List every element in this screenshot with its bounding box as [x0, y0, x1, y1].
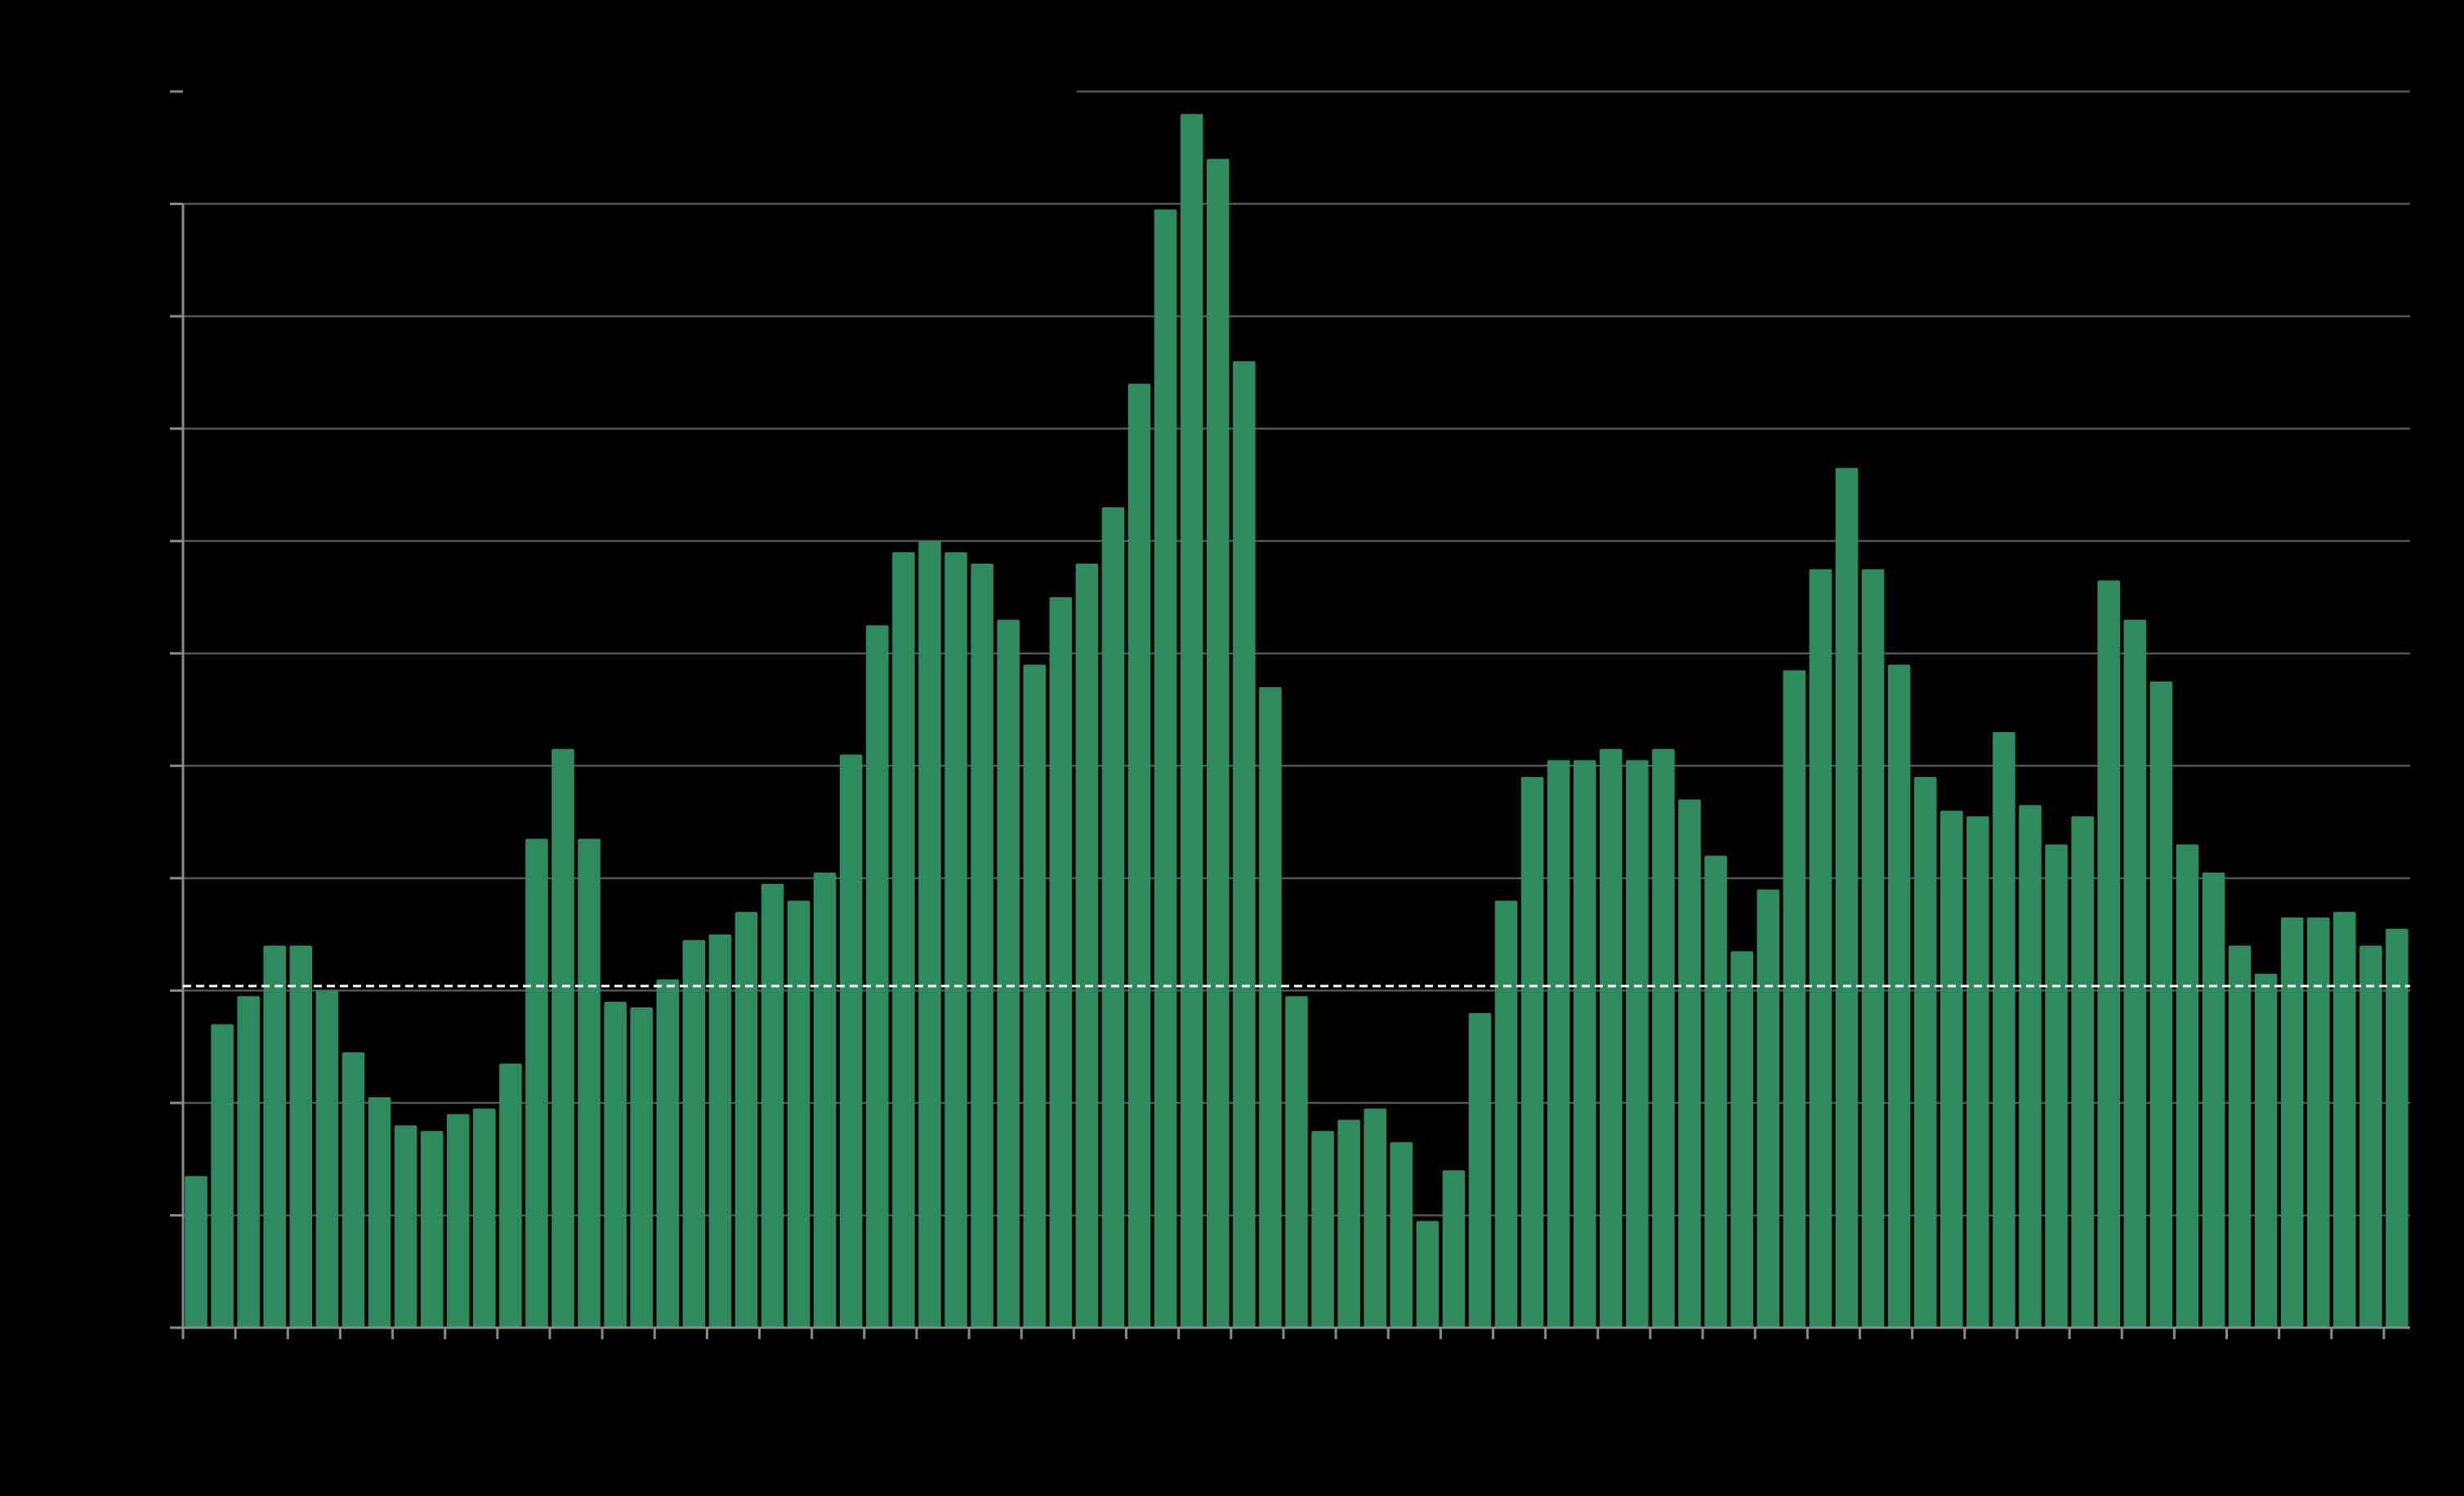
bar [2254, 973, 2278, 1328]
bar [499, 1063, 522, 1328]
bars [185, 114, 2408, 1329]
bar [787, 900, 810, 1328]
bar [1861, 569, 1885, 1328]
bar [1652, 748, 1675, 1328]
axes [170, 90, 2410, 1339]
bar [420, 1131, 444, 1328]
bar [211, 1024, 234, 1328]
bar [971, 563, 993, 1328]
bar [551, 748, 574, 1328]
bar [2228, 945, 2252, 1328]
bar [1573, 760, 1596, 1328]
bar [1075, 563, 1099, 1328]
bar [1913, 777, 1937, 1328]
bar [630, 1007, 654, 1328]
bar [1023, 664, 1047, 1328]
bar [1887, 664, 1911, 1328]
bar [289, 945, 313, 1328]
bar [1600, 748, 1623, 1328]
bar [997, 619, 1020, 1328]
bar [2359, 945, 2382, 1328]
bar [1678, 799, 1701, 1328]
bar [1940, 811, 1963, 1328]
bar [734, 912, 758, 1328]
bar [1154, 209, 1177, 1328]
bar [1993, 732, 2015, 1328]
bar [1127, 383, 1151, 1329]
bar [1442, 1170, 1466, 1328]
bar [1494, 900, 1518, 1328]
bar [2333, 912, 2356, 1328]
bar [1049, 596, 1073, 1328]
bar [394, 1125, 417, 1328]
bar [1285, 996, 1308, 1328]
bar [1233, 361, 1256, 1328]
bar [1626, 760, 1649, 1328]
bar [341, 1052, 365, 1328]
bar [1364, 1108, 1387, 1328]
bar [1390, 1142, 1413, 1328]
bar [1206, 159, 1230, 1329]
bar [1337, 1119, 1360, 1328]
bar [1809, 569, 1832, 1328]
bar [1416, 1221, 1440, 1328]
bar [368, 1097, 391, 1328]
bar [1468, 1012, 1492, 1328]
bar [604, 1002, 627, 1328]
bar [2149, 681, 2173, 1328]
bar [1704, 855, 1727, 1328]
bar [237, 996, 260, 1328]
bar [866, 625, 889, 1328]
bar [1547, 760, 1570, 1328]
bar [2280, 917, 2304, 1328]
bar [944, 552, 967, 1328]
bar [2097, 580, 2120, 1328]
bar [446, 1114, 470, 1328]
bar [2019, 805, 2042, 1328]
bar [473, 1108, 496, 1328]
bar [761, 883, 784, 1328]
bar [578, 838, 600, 1328]
bar [315, 990, 339, 1328]
bar [2306, 917, 2330, 1328]
bar [2071, 816, 2094, 1328]
bar [1756, 889, 1780, 1328]
bar [918, 541, 941, 1328]
bar [525, 838, 548, 1328]
bar [185, 1176, 208, 1328]
bar [840, 754, 863, 1328]
bar [263, 945, 287, 1328]
bar [708, 934, 732, 1328]
bar [2045, 844, 2068, 1328]
bar [2123, 619, 2147, 1328]
bar [1180, 114, 1203, 1329]
bar [1783, 670, 1806, 1328]
bar [2386, 928, 2408, 1328]
bar [1259, 686, 1282, 1328]
bar [1835, 467, 1859, 1328]
bar [656, 979, 680, 1328]
bar [1966, 816, 1989, 1328]
bar [2176, 844, 2199, 1328]
bar [1311, 1131, 1334, 1328]
bar [892, 552, 915, 1328]
bar [2202, 872, 2225, 1328]
bar [1730, 951, 1753, 1328]
bar [1101, 507, 1125, 1328]
bar [682, 940, 706, 1328]
bar [1520, 777, 1544, 1328]
bar [813, 872, 837, 1328]
